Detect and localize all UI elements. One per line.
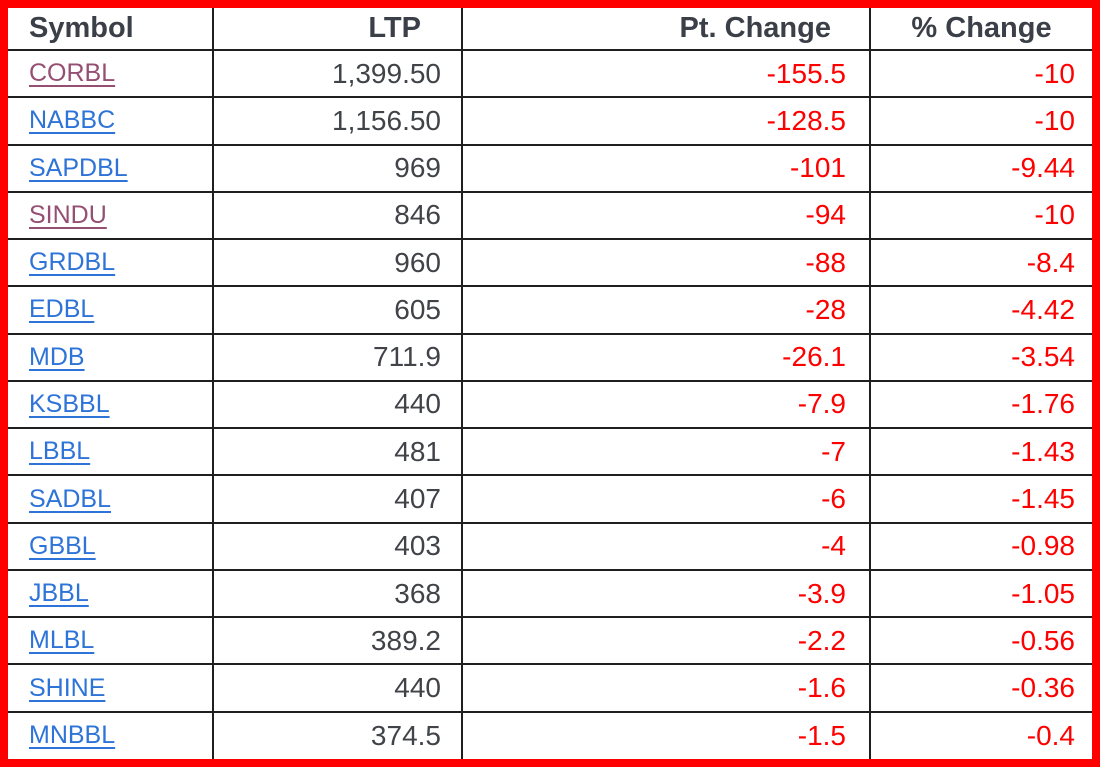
- symbol-cell: NABBC: [8, 97, 214, 146]
- table-row: CORBL 1,399.50 -155.5 -10: [8, 50, 1092, 99]
- pct-change-cell: -10: [870, 191, 1092, 241]
- ltp-cell: 605: [213, 286, 463, 335]
- pt-change-cell: -1.5: [462, 711, 871, 759]
- table-row: KSBBL 440 -7.9 -1.76: [8, 380, 1092, 430]
- symbol-cell: MNBBL: [8, 711, 214, 759]
- symbol-link[interactable]: LBBL: [29, 437, 91, 466]
- pct-change-cell: -0.56: [870, 617, 1092, 666]
- pct-change-cell: -0.36: [870, 664, 1092, 713]
- symbol-link[interactable]: GRDBL: [29, 248, 116, 277]
- pt-change-cell: -7.9: [462, 380, 871, 430]
- pct-change-cell: -9.44: [870, 144, 1092, 193]
- pct-change-cell: -1.45: [870, 475, 1092, 524]
- pt-change-cell: -88: [462, 239, 871, 288]
- symbol-cell: GRDBL: [8, 239, 214, 288]
- symbol-cell: MLBL: [8, 617, 214, 666]
- symbol-link[interactable]: SHINE: [29, 673, 106, 702]
- symbol-link[interactable]: SADBL: [29, 484, 111, 513]
- table-row: SHINE 440 -1.6 -0.36: [8, 664, 1092, 713]
- symbol-link[interactable]: MLBL: [29, 626, 95, 655]
- symbol-cell: MDB: [8, 333, 214, 382]
- table-row: MLBL 389.2 -2.2 -0.56: [8, 617, 1092, 666]
- symbol-link[interactable]: SAPDBL: [29, 153, 128, 182]
- symbol-cell: KSBBL: [8, 380, 214, 430]
- symbol-cell: SADBL: [8, 475, 214, 524]
- pct-change-cell: -0.4: [1026, 719, 1075, 751]
- pct-change-cell: -4.42: [870, 286, 1092, 335]
- pt-change-cell: -4: [462, 522, 871, 571]
- column-header-symbol: Symbol: [8, 8, 214, 51]
- pt-change-cell: -1.6: [462, 664, 871, 713]
- ltp-cell: 389.2: [213, 617, 463, 666]
- header-row: Symbol LTP Pt. Change % Change: [8, 8, 1092, 51]
- symbol-cell: GBBL: [8, 522, 214, 571]
- pt-change-cell: -28: [462, 286, 871, 335]
- table-row: SADBL 407 -6 -1.45: [8, 475, 1092, 524]
- pct-change-cell: -10: [870, 50, 1092, 99]
- ltp-cell: 1,156.50: [213, 97, 463, 146]
- ltp-cell: 440: [213, 664, 463, 713]
- pt-change-cell: -6: [462, 475, 871, 524]
- column-header-pct-change: % Change: [870, 8, 1092, 51]
- ltp-cell: 407: [213, 475, 463, 524]
- ltp-cell: 368: [213, 569, 463, 619]
- pct-change-cell: -1.43: [870, 428, 1092, 477]
- ltp-cell: 960: [213, 239, 463, 288]
- pct-change-cell: -1.05: [870, 569, 1092, 619]
- symbol-link[interactable]: CORBL: [29, 59, 116, 88]
- table-row: GBBL 403 -4 -0.98: [8, 522, 1092, 571]
- pct-change-cell: -3.54: [870, 333, 1092, 382]
- symbol-link[interactable]: JBBL: [29, 579, 89, 608]
- symbol-link[interactable]: SINDU: [29, 200, 107, 229]
- table-row: EDBL 605 -28 -4.42: [8, 286, 1092, 335]
- pt-change-cell: -128.5: [462, 97, 871, 146]
- symbol-link[interactable]: EDBL: [29, 295, 95, 324]
- symbol-cell: CORBL: [8, 50, 214, 99]
- symbol-link[interactable]: GBBL: [29, 531, 96, 560]
- ltp-cell: 440: [213, 380, 463, 430]
- pct-change-cell: -10: [870, 97, 1092, 146]
- ltp-cell: 969: [213, 144, 463, 193]
- symbol-cell: SAPDBL: [8, 144, 214, 193]
- table-body: CORBL 1,399.50 -155.5 -10 NABBC 1,156.50…: [8, 50, 1092, 759]
- pt-change-cell: -101: [462, 144, 871, 193]
- table-row: SINDU 846 -94 -10: [8, 191, 1092, 241]
- pt-change-cell: -3.9: [462, 569, 871, 619]
- stock-losers-table: Symbol LTP Pt. Change % Change CORBL 1,3…: [8, 8, 1092, 759]
- symbol-link[interactable]: KSBBL: [29, 389, 110, 418]
- symbol-link[interactable]: MDB: [29, 342, 85, 371]
- ltp-cell: 374.5: [213, 711, 463, 759]
- pct-change-cell: -1.76: [870, 380, 1092, 430]
- ltp-cell: 711.9: [213, 333, 463, 382]
- column-header-ltp: LTP: [213, 8, 463, 51]
- pct-change-cell: -0.98: [870, 522, 1092, 571]
- table-row: MNBBL 374.5 -1.5 -0.4: [8, 711, 1092, 759]
- pt-change-cell: -94: [462, 191, 871, 241]
- table-row: JBBL 368 -3.9 -1.05: [8, 569, 1092, 619]
- symbol-cell: LBBL: [8, 428, 214, 477]
- symbol-cell: SINDU: [8, 191, 214, 241]
- symbol-cell: JBBL: [8, 569, 214, 619]
- table-row: SAPDBL 969 -101 -9.44: [8, 144, 1092, 193]
- column-header-pt-change: Pt. Change: [462, 8, 871, 51]
- table-row: LBBL 481 -7 -1.43: [8, 428, 1092, 477]
- table-row: GRDBL 960 -88 -8.4: [8, 239, 1092, 288]
- symbol-cell: EDBL: [8, 286, 214, 335]
- symbol-link[interactable]: NABBC: [29, 106, 116, 135]
- pt-change-cell: -155.5: [462, 50, 871, 99]
- table-row: MDB 711.9 -26.1 -3.54: [8, 333, 1092, 382]
- table-row: NABBC 1,156.50 -128.5 -10: [8, 97, 1092, 146]
- ltp-cell: 846: [213, 191, 463, 241]
- pt-change-cell: -26.1: [462, 333, 871, 382]
- ltp-cell: 481: [213, 428, 463, 477]
- ltp-cell: 1,399.50: [213, 50, 463, 99]
- symbol-link[interactable]: MNBBL: [29, 721, 116, 750]
- ltp-cell: 403: [213, 522, 463, 571]
- pt-change-cell: -2.2: [462, 617, 871, 666]
- symbol-cell: SHINE: [8, 664, 214, 713]
- pt-change-cell: -7: [462, 428, 871, 477]
- pct-change-cell: -8.4: [870, 239, 1092, 288]
